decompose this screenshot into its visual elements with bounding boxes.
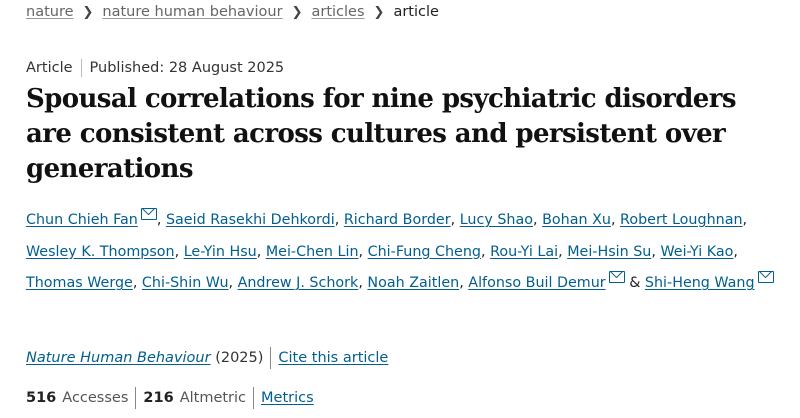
article-metrics: 516 Accesses 216 Altmetric Metrics [26,387,314,409]
mail-icon[interactable] [757,271,774,283]
author-link[interactable]: Shi-Heng Wang [644,275,755,291]
author-separator: , [733,243,738,260]
author-separator: , [156,212,166,228]
author-link[interactable]: Thomas Werge [26,275,133,291]
author-link[interactable]: Chi-Fung Cheng [367,243,481,260]
author-separator: , [334,212,344,228]
article-title: Spousal correlations for nine psychiatri… [26,84,736,184]
author-separator: , [256,243,266,260]
breadcrumb-articles[interactable]: articles [311,4,365,20]
author-separator: , [358,243,368,260]
chevron-right-icon: ❯ [82,5,94,20]
divider [135,387,137,409]
divider [253,387,255,409]
published-date: Published: 28 August 2025 [89,60,285,76]
author-separator: , [610,212,621,228]
divider [80,59,82,77]
author-separator: , [358,275,368,291]
author-link[interactable]: Andrew J. Schork [237,275,359,291]
journal-info: Nature Human Behaviour (2025) Cite this a… [26,347,388,369]
author-separator: & [624,275,645,291]
author-separator: , [533,212,543,228]
accesses-label: Accesses [62,390,129,406]
breadcrumb-nature[interactable]: nature [26,4,74,20]
author-separator: , [174,243,184,260]
author-separator: , [742,212,748,228]
author-link[interactable]: Bohan Xu [542,212,611,228]
author-link[interactable]: Mei-Chen Lin [265,243,359,260]
author-link[interactable]: Rou-Yi Lai [490,243,559,260]
author-link[interactable]: Chi-Shin Wu [141,275,229,291]
author-link[interactable]: Wei-Yi Kao [660,243,734,260]
author-separator: , [480,243,491,260]
chevron-right-icon: ❯ [373,5,385,20]
author-link[interactable]: Le-Yin Hsu [183,243,257,260]
author-link[interactable]: Noah Zaitlen [367,275,460,291]
author-list: Chun Chieh Fan, Saeid Rasekhi Dehkordi, … [26,205,786,300]
mail-icon[interactable] [608,271,625,283]
author-link[interactable]: Alfonso Buil Demur [468,275,606,291]
author-link[interactable]: Mei-Hsin Su [567,243,652,260]
cite-link[interactable]: Cite this article [278,350,389,366]
author-link[interactable]: Wesley K. Thompson [26,243,175,260]
journal-link[interactable]: Nature Human Behaviour [26,350,211,366]
metrics-link[interactable]: Metrics [261,390,314,406]
mail-icon[interactable] [140,208,157,220]
author-link[interactable]: Saeid Rasekhi Dehkordi [165,212,335,228]
author-separator: , [459,275,469,291]
divider [270,347,272,369]
breadcrumb: nature ❯ nature human behaviour ❯ articles ❯ a… [26,4,439,20]
author-separator: , [228,275,238,291]
breadcrumb-journal[interactable]: nature human behaviour [102,4,283,20]
altmetric-count: 216 [143,390,174,406]
article-type: Article [26,60,73,76]
author-link[interactable]: Lucy Shao [459,212,533,228]
author-link[interactable]: Chun Chieh Fan [26,212,138,228]
author-separator: , [558,243,568,260]
journal-year: (2025) [215,350,264,366]
author-link[interactable]: Robert Loughnan [620,212,743,228]
author-link[interactable]: Richard Border [343,212,451,228]
breadcrumb-current: article [393,4,439,20]
accesses-count: 516 [26,390,57,406]
author-separator: , [132,275,142,291]
altmetric-label: Altmetric [179,390,247,406]
author-separator: , [450,212,460,228]
chevron-right-icon: ❯ [291,5,303,20]
author-separator: , [651,243,661,260]
article-meta: Article Published: 28 August 2025 [26,59,284,77]
